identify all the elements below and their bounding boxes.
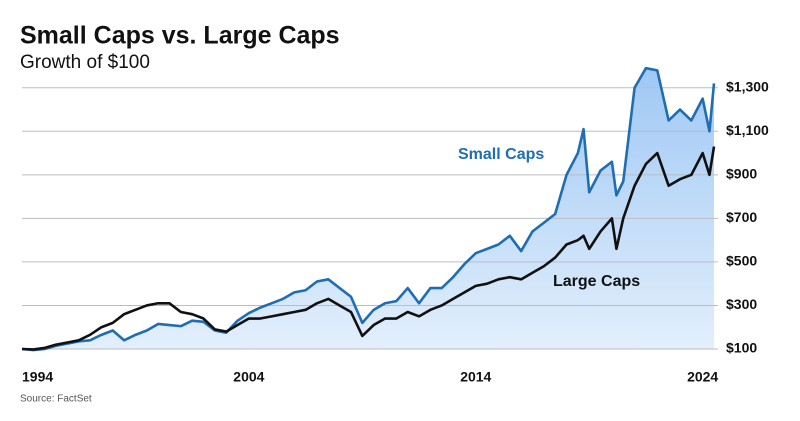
- x-tick-label: 2024: [687, 369, 718, 385]
- x-tick-label: 2014: [460, 369, 491, 385]
- y-tick-label: $700: [726, 209, 757, 225]
- legend-label: Large Caps: [553, 273, 640, 290]
- y-tick-label: $300: [726, 296, 757, 312]
- y-tick-label: $100: [726, 340, 757, 356]
- y-tick-label: $1,300: [726, 78, 769, 94]
- series-line: [21, 66, 716, 352]
- y-tick-label: $1,100: [726, 122, 769, 138]
- series-line: [21, 146, 716, 351]
- source: Source: FactSet: [20, 394, 92, 405]
- y-tick-label: $500: [726, 253, 757, 269]
- x-tick-label: 1994: [22, 369, 53, 385]
- area: [22, 68, 714, 351]
- legend-label: Small Caps: [458, 146, 544, 163]
- y-tick-label: $900: [726, 166, 757, 182]
- chart-subtitle: Growth of $100: [20, 52, 150, 73]
- chart-title: Small Caps vs. Large Caps: [20, 22, 340, 50]
- x-tick-label: 2004: [233, 369, 264, 385]
